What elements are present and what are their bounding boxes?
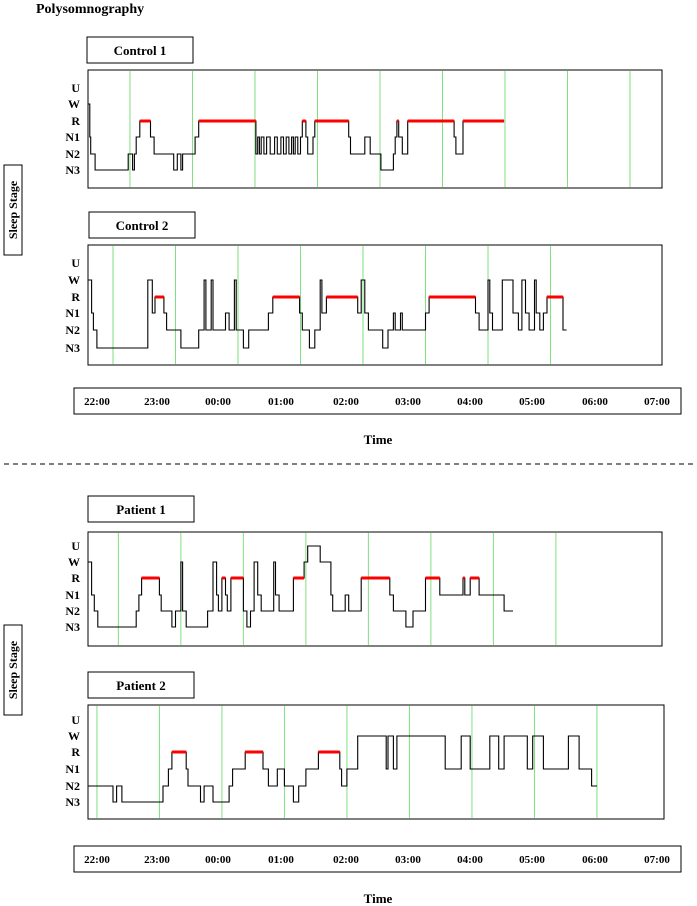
stage-trace [88,735,597,803]
x-tick-label: 05:00 [519,854,545,866]
hypnogram-3: Patient 2 UWR N1 N2 N3 [65,671,665,820]
y-axis-label: Sleep Stage [6,180,20,239]
stage-label: N2 [65,147,80,161]
stage-label: W [68,97,80,111]
stage-label: N3 [65,620,80,634]
stage-label: U [71,256,80,270]
hypnogram-0: Control 1 UWR N1 N2 N3 [65,36,663,189]
charts-layer: Sleep Stage Sleep Stage 22:00 23:00 00:00 01:… [3,36,682,906]
x-tick-label: 02:00 [333,396,359,408]
x-tick-label: 03:00 [395,396,421,408]
x-tick-label: 06:00 [582,396,608,408]
panel-title: Patient 2 [116,678,165,693]
stage-label: W [68,729,80,743]
x-tick-label: 23:00 [144,396,170,408]
stage-label: R [71,290,80,304]
stage-label: N3 [65,163,80,177]
stage-label: U [71,81,80,95]
panel-title-box [88,211,196,239]
stage-label: N3 [65,795,80,809]
time-axis-box [73,845,682,873]
panel-title-box [86,36,194,64]
x-tick-label: 00:00 [205,396,231,408]
x-tick-label: 04:00 [457,854,483,866]
plot-frame [87,531,663,647]
stage-label: N2 [65,604,80,618]
plot-frame [87,704,665,820]
x-axis-label: Time [364,891,393,906]
stage-label: N1 [65,762,80,776]
x-tick-label: 07:00 [644,396,670,408]
x-tick-label: 02:00 [333,854,359,866]
stage-label: N1 [65,306,80,320]
stage-label: N2 [65,323,80,337]
x-tick-label: 01:00 [268,854,294,866]
stage-label: N1 [65,130,80,144]
plot-frame [87,69,663,189]
stage-label: W [68,555,80,569]
stage-label: R [71,571,80,585]
x-tick-label: 01:00 [268,396,294,408]
panel-title: Patient 1 [116,502,165,517]
x-tick-label: 00:00 [205,854,231,866]
x-tick-label: 06:00 [582,854,608,866]
stage-label: N3 [65,341,80,355]
x-tick-label: 07:00 [644,854,670,866]
x-tick-label: 23:00 [144,854,170,866]
page-title: Polysomnography [36,2,144,17]
ylabel-box [3,624,23,716]
hypnogram-1: Control 2 UWR N1 N2 N3 [65,211,663,366]
ylabel-box [3,164,23,256]
stage-label: W [68,273,80,287]
x-tick-label: 03:00 [395,854,421,866]
y-axis-label: Sleep Stage [6,640,20,699]
x-tick-label: 04:00 [457,396,483,408]
stage-label: U [71,539,80,553]
stage-label: R [71,745,80,759]
x-axis-label: Time [364,432,393,447]
panel-title: Control 2 [116,218,169,233]
stage-label: N2 [65,779,80,793]
panel-title-box [87,495,195,523]
plot-frame [87,244,663,366]
x-tick-label: 22:00 [84,854,110,866]
stage-label: U [71,713,80,727]
time-axis-box [73,387,682,415]
stage-label: R [71,114,80,128]
panel-title-box [87,671,195,699]
panel-title: Control 1 [114,43,167,58]
hypnogram-2: Patient 1 UWR N1 N2 N3 [65,495,663,647]
x-tick-label: 22:00 [84,396,110,408]
x-tick-label: 05:00 [519,396,545,408]
stage-trace [88,545,513,628]
stage-label: N1 [65,588,80,602]
stage-trace [88,103,505,171]
